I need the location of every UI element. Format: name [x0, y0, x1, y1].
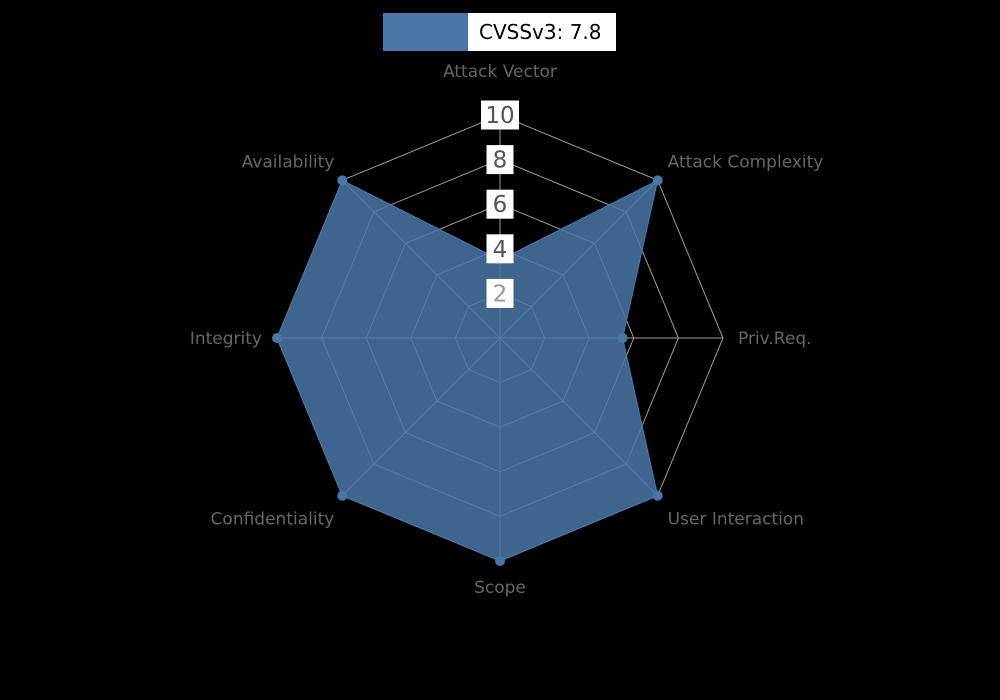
data-point-attack-complexity	[652, 175, 663, 186]
legend-label: CVSSv3: 7.8	[479, 20, 602, 44]
data-point-scope	[495, 556, 505, 566]
tick-label-box-8	[486, 145, 514, 175]
data-point-availability	[337, 175, 348, 186]
tick-label-box-10	[481, 100, 519, 130]
data-point-integrity	[272, 333, 282, 343]
axis-label-attack-complexity: Attack Complexity	[668, 152, 824, 172]
radial-tick-label-4: 4	[493, 237, 508, 263]
axis-label-user-interaction: User Interaction	[668, 510, 804, 530]
axis-label-availability: Availability	[242, 152, 335, 172]
data-point-priv-req	[617, 333, 628, 343]
radial-tick-label-6: 6	[493, 192, 508, 218]
radial-tick-label-10: 10	[485, 103, 514, 129]
tick-label-box-6	[486, 189, 514, 219]
radial-tick-label-2: 2	[493, 281, 508, 307]
legend-item-cvssv3[interactable]: CVSSv3: 7.8	[383, 13, 616, 51]
series-area-cvssv3-7-8	[276, 179, 659, 562]
axis-label-confidentiality: Confidentiality	[211, 510, 335, 530]
legend-color-swatch	[383, 13, 468, 51]
radial-tick-label-8: 8	[493, 148, 508, 174]
axis-label-scope: Scope	[474, 578, 526, 598]
tick-label-box-2	[486, 278, 514, 308]
axis-label-attack-vector: Attack Vector	[443, 62, 557, 82]
axis-label-priv-req: Priv.Req.	[738, 329, 812, 349]
axis-label-integrity: Integrity	[190, 329, 262, 349]
tick-label-box-4	[486, 234, 514, 264]
data-point-confidentiality	[337, 490, 348, 501]
data-point-user-interaction	[652, 490, 663, 501]
